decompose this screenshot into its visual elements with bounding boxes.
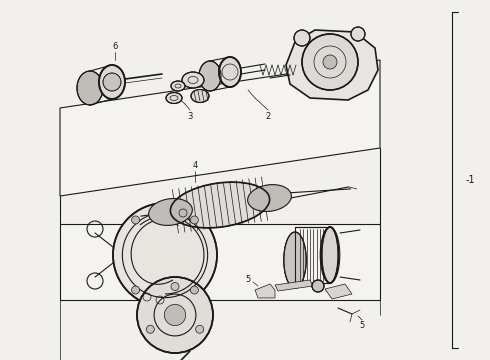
Ellipse shape: [321, 227, 339, 283]
Circle shape: [147, 325, 154, 333]
Polygon shape: [325, 284, 352, 299]
Text: 3: 3: [187, 112, 193, 121]
Ellipse shape: [320, 227, 340, 283]
Ellipse shape: [99, 65, 125, 99]
Circle shape: [351, 27, 365, 41]
Polygon shape: [286, 30, 378, 100]
Ellipse shape: [166, 93, 182, 104]
Ellipse shape: [171, 81, 185, 91]
Ellipse shape: [77, 71, 103, 105]
Circle shape: [113, 203, 217, 307]
Bar: [295, 227, 330, 283]
Polygon shape: [60, 224, 380, 300]
Text: 6: 6: [112, 41, 118, 50]
Circle shape: [191, 286, 198, 294]
Circle shape: [302, 34, 358, 90]
Circle shape: [294, 30, 310, 46]
Ellipse shape: [191, 90, 209, 103]
Circle shape: [323, 55, 337, 69]
Text: 5: 5: [359, 321, 365, 330]
Circle shape: [191, 216, 198, 224]
Polygon shape: [275, 280, 313, 291]
Ellipse shape: [219, 57, 241, 87]
Circle shape: [103, 73, 121, 91]
Text: 4: 4: [193, 161, 197, 170]
Text: -1: -1: [466, 175, 476, 185]
Text: 2: 2: [266, 112, 270, 121]
Circle shape: [312, 280, 324, 292]
Circle shape: [132, 216, 140, 224]
Circle shape: [137, 277, 213, 353]
Ellipse shape: [247, 185, 292, 211]
Ellipse shape: [171, 182, 270, 228]
Circle shape: [164, 304, 186, 326]
Text: 5: 5: [245, 275, 250, 284]
Ellipse shape: [284, 232, 306, 288]
Circle shape: [196, 325, 204, 333]
Ellipse shape: [148, 198, 193, 225]
Circle shape: [171, 283, 179, 291]
Polygon shape: [60, 60, 380, 196]
Circle shape: [132, 286, 140, 294]
Ellipse shape: [182, 72, 204, 88]
Polygon shape: [255, 284, 275, 298]
Ellipse shape: [199, 61, 221, 91]
